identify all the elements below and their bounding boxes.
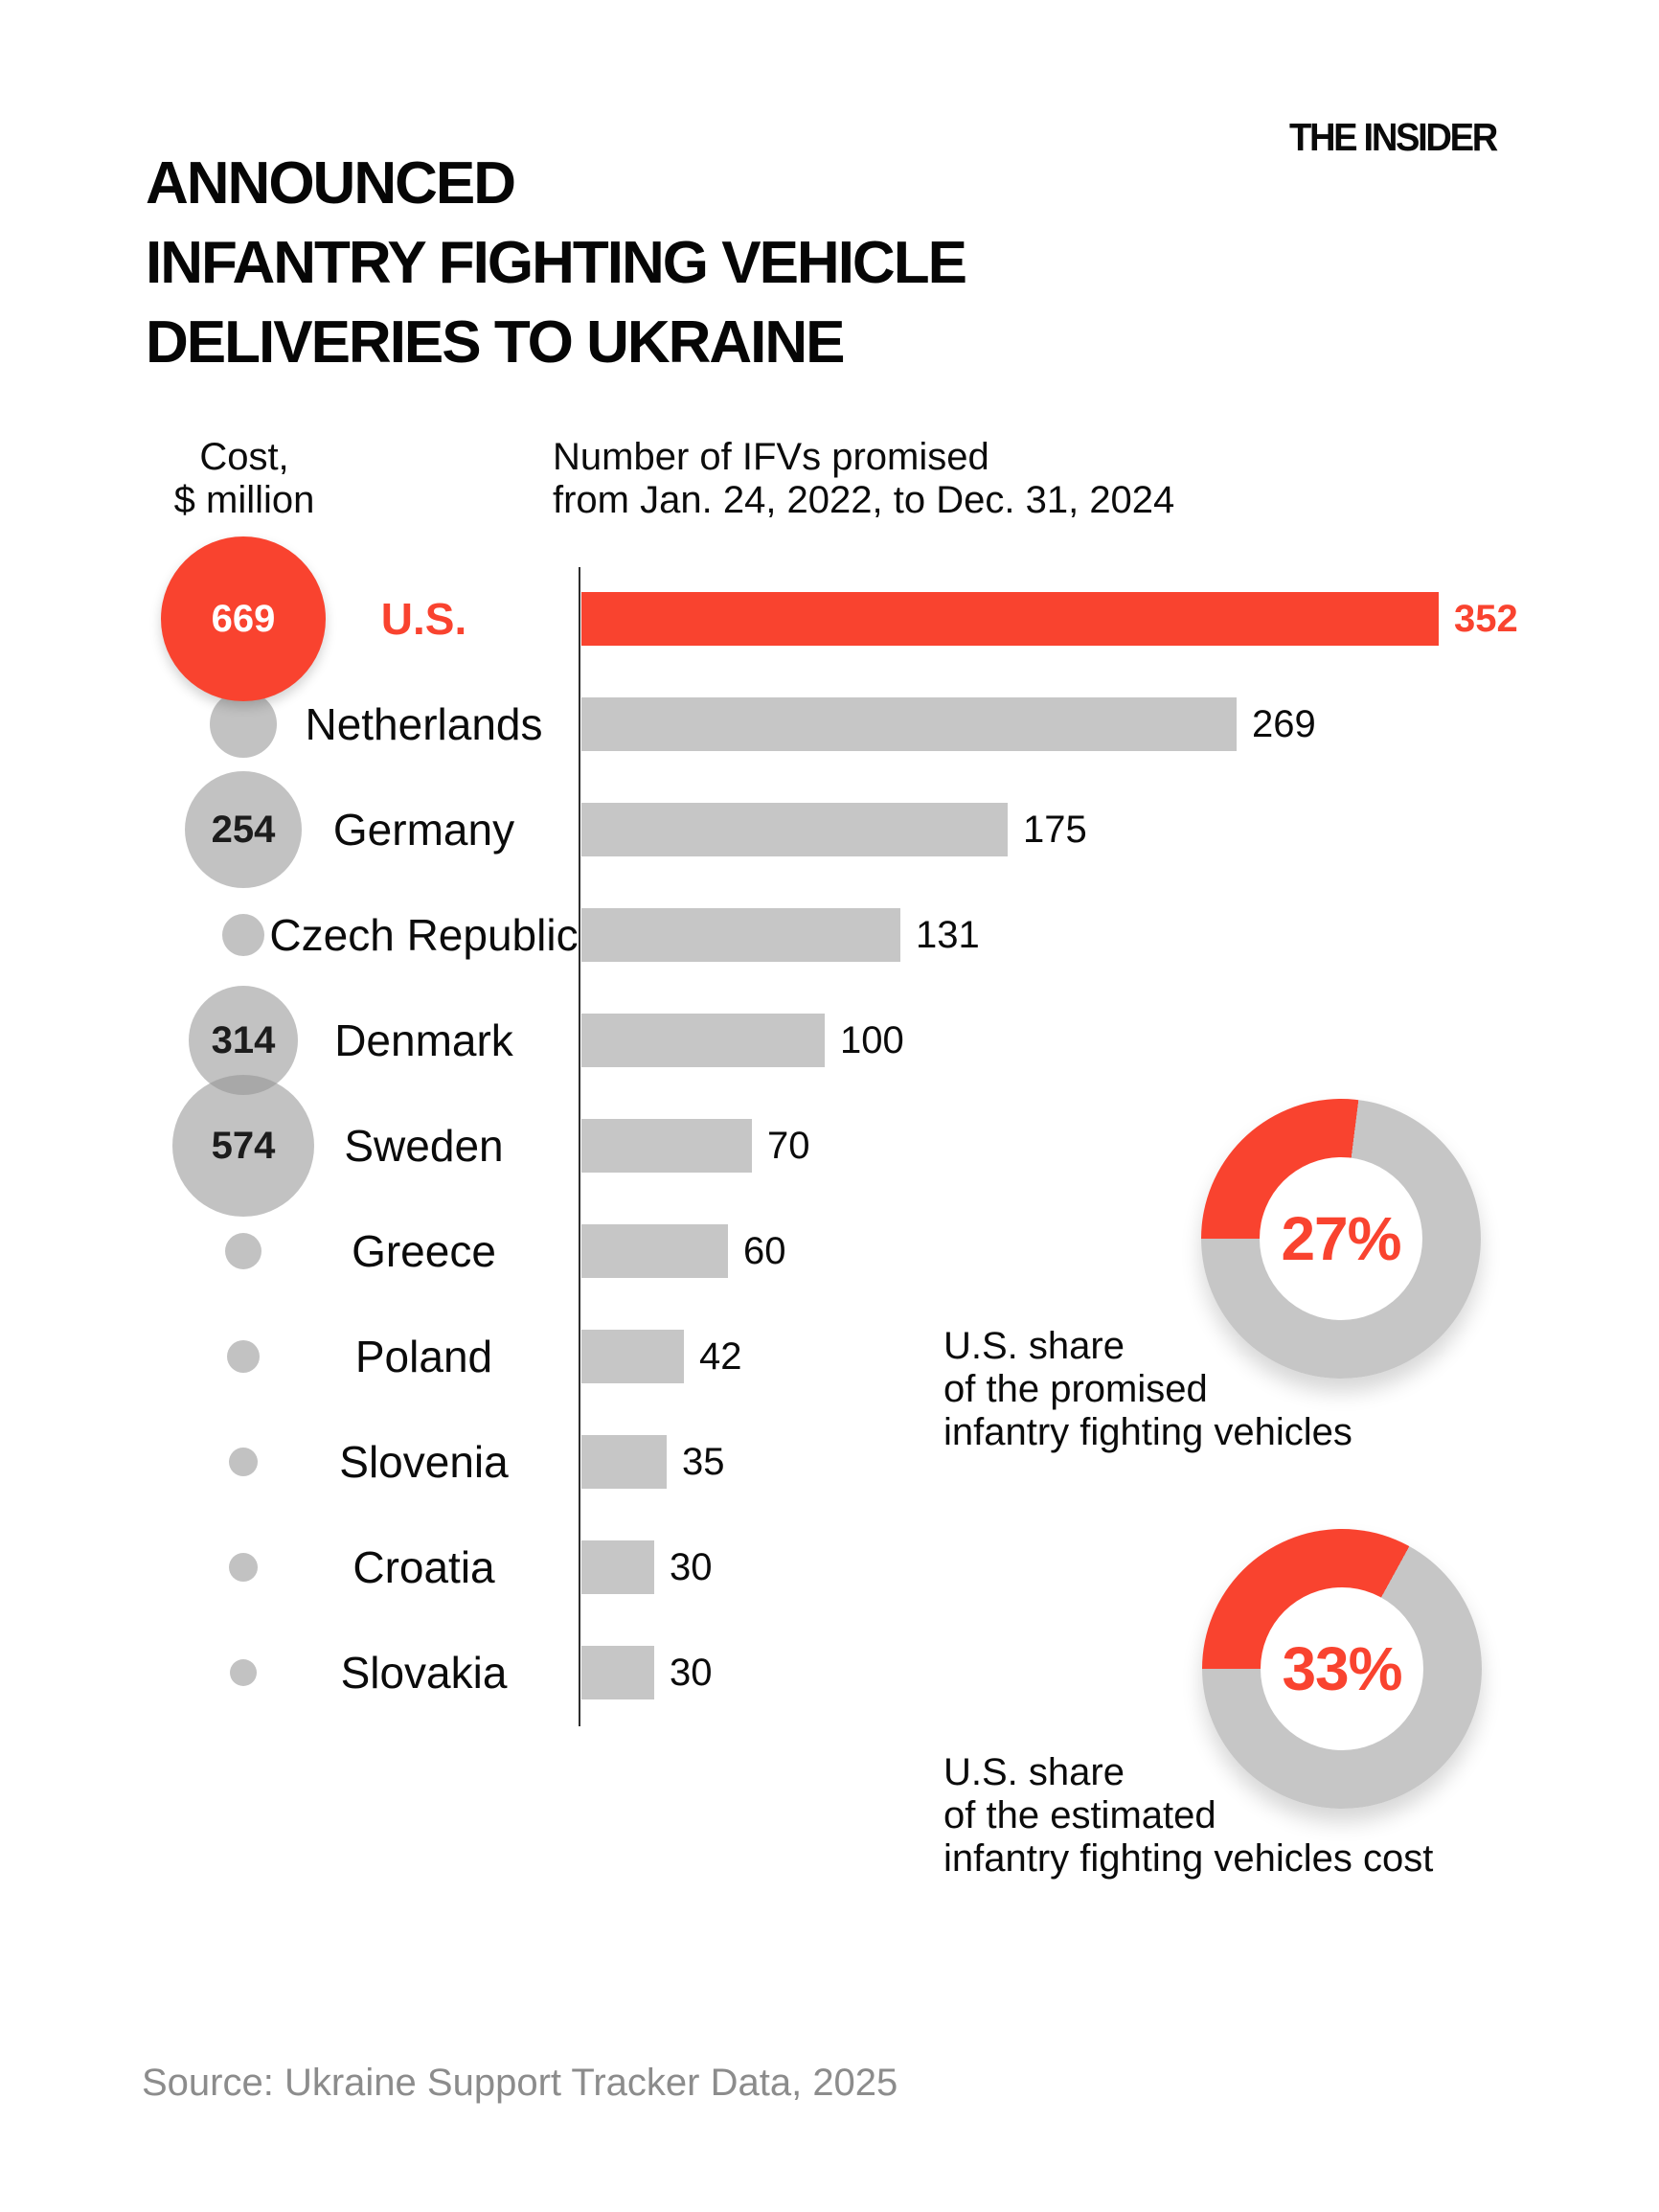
ifv-bar-value: 175 [1023,809,1087,851]
page-title: ANNOUNCED INFANTRY FIGHTING VEHICLE DELI… [146,149,967,376]
ifv-bar-value: 60 [743,1230,786,1272]
cost-bubble-value: 254 [211,808,276,851]
bar-chart-axis [579,567,580,1726]
donut-hole: 33% [1261,1587,1423,1750]
donut-cost-caption: U.S. share of the estimated infantry fig… [943,1751,1434,1880]
country-label: Germany [332,805,515,855]
cost-bubble: 574 [172,1075,314,1217]
cost-bubble [230,1659,257,1686]
cost-bubble [227,1340,260,1373]
cost-bubble-value: 669 [211,597,276,640]
cost-bubble [229,1553,258,1582]
donut-chart-promised-share: 27% [1201,1099,1481,1379]
country-label: Greece [352,1226,496,1276]
country-label: Slovakia [340,1648,508,1698]
ifv-bar-value: 30 [670,1546,713,1588]
ifv-bar [581,1224,728,1278]
cost-bubble-value: 574 [211,1124,276,1167]
country-label: Slovenia [339,1437,509,1487]
ifv-bar-value: 30 [670,1652,713,1694]
cost-bubble: 254 [185,771,302,888]
ifv-bar [581,908,900,962]
country-label: Netherlands [305,699,543,749]
cost-bubble: 669 [161,536,326,701]
cost-bubble-value: 314 [211,1018,276,1061]
ifv-bar [581,1014,825,1067]
ifv-bar [581,1435,667,1489]
cost-column-header: Cost, $ million [173,436,315,521]
ifv-bar [581,803,1008,856]
country-label: Poland [354,1332,493,1381]
country-label: Denmark [334,1015,513,1065]
donut-chart-cost-share: 33% [1202,1529,1482,1809]
country-label: Sweden [344,1121,504,1171]
donut-hole: 27% [1260,1157,1422,1320]
ifv-bar [581,1330,684,1383]
cost-bubble [210,691,277,758]
ifv-bar-value: 352 [1454,598,1518,640]
ifv-bar-value: 269 [1252,703,1316,745]
country-label: Czech Republic [269,910,579,960]
ifv-bar [581,592,1439,646]
donut-pct-label: 27% [1281,1204,1401,1273]
brand-logo: THE INSIDER [1289,115,1498,159]
donut-promised-caption: U.S. share of the promised infantry figh… [943,1325,1352,1453]
country-label: Croatia [352,1542,495,1592]
ifv-bar-value: 35 [682,1441,725,1483]
cost-bubble [229,1448,258,1476]
source-note: Source: Ukraine Support Tracker Data, 20… [142,2062,898,2104]
count-column-header: Number of IFVs promised from Jan. 24, 20… [553,436,1175,521]
ifv-bar-value: 70 [767,1125,810,1167]
ifv-bar [581,1540,654,1594]
country-label: U.S. [380,594,467,644]
ifv-bar [581,1119,752,1173]
ifv-bar [581,1646,654,1699]
ifv-bar-value: 131 [916,914,980,956]
ifv-bar-value: 42 [699,1335,742,1378]
donut-pct-label: 33% [1282,1634,1402,1703]
cost-bubble [225,1233,261,1269]
ifv-bar-value: 100 [840,1019,904,1061]
ifv-bar [581,697,1237,751]
cost-bubble [222,914,264,956]
